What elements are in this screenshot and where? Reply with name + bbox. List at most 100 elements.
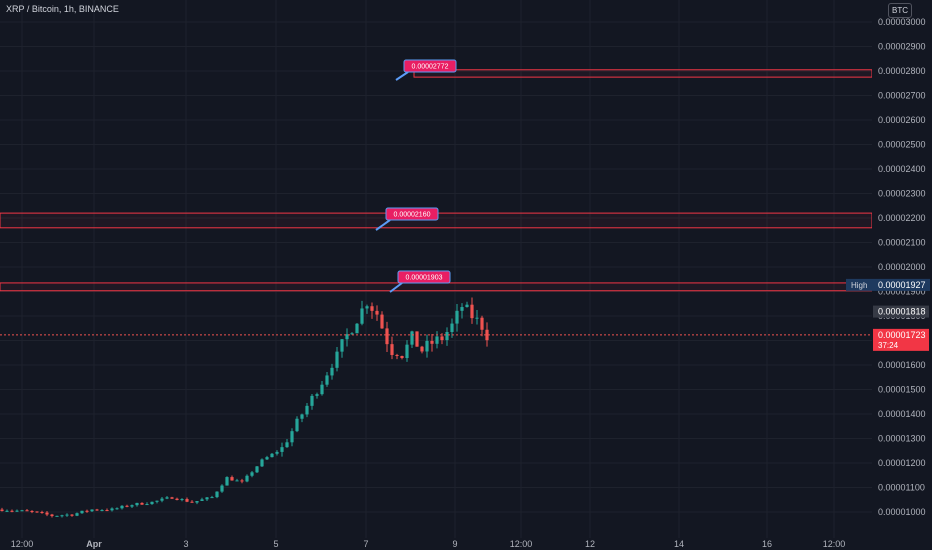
price-tick-label: 0.00002800 [878, 66, 926, 76]
candle-body [55, 515, 59, 517]
callout-layer: 0.00002772 0.00002160 0.00001903 [0, 59, 872, 336]
candle-body [200, 499, 204, 502]
price-tick-label: 0.00001300 [878, 434, 926, 444]
candle-body [265, 457, 269, 460]
time-tick-label: 12 [585, 539, 595, 549]
candle-body [310, 395, 314, 406]
time-tick-label: 9 [452, 539, 457, 549]
candle-body [475, 317, 479, 319]
candle-body [425, 340, 429, 352]
candle-body [65, 514, 69, 516]
candle-body [115, 508, 119, 510]
candle-body [290, 431, 294, 443]
candle-body [320, 384, 324, 395]
candle-body [345, 334, 349, 340]
price-tick-label: 0.00002900 [878, 42, 926, 52]
candle-body [100, 510, 104, 512]
candle-body [90, 509, 94, 512]
candle-body [35, 511, 39, 513]
candle-body [420, 346, 424, 352]
high-badge [846, 278, 930, 291]
callout-pointer [375, 219, 391, 231]
time-tick-label: 16 [762, 539, 772, 549]
price-tick-label: 0.00001000 [878, 507, 926, 517]
callout-box [385, 207, 439, 221]
candle-body [465, 304, 469, 308]
candle-body [10, 510, 14, 512]
candle-body [130, 505, 134, 507]
currency-button[interactable]: BTC [888, 3, 912, 18]
candle-body [385, 328, 389, 345]
candle-body [305, 405, 309, 415]
candle-body [325, 375, 329, 385]
candle-body [150, 501, 154, 505]
price-tick-label: 0.00002700 [878, 91, 926, 101]
candle-body [50, 514, 54, 517]
time-tick-label: 3 [183, 539, 188, 549]
candle-body [280, 447, 284, 452]
high-label: High [851, 281, 867, 290]
candle-body [440, 336, 444, 341]
price-tick-label: 0.00002200 [878, 213, 926, 223]
price-tick-label: 0.00002400 [878, 164, 926, 174]
candle-body [235, 480, 239, 482]
candle-body [110, 508, 114, 511]
candle-body [165, 497, 169, 499]
candle-body [95, 509, 99, 511]
candle-body [400, 355, 404, 359]
candle-body [375, 310, 379, 315]
candle-body [410, 331, 414, 345]
candle-body [25, 510, 29, 512]
price-tick-label: 0.00002500 [878, 140, 926, 150]
time-tick-label: Apr [86, 539, 102, 549]
time-tick-label: 12:00 [11, 539, 34, 549]
price-axis-background [872, 0, 932, 550]
candle-body [185, 499, 189, 502]
time-axis-background [0, 538, 872, 550]
candle-body [315, 394, 319, 396]
candle-body [285, 442, 289, 448]
price-tick-label: 0.00002000 [878, 262, 926, 272]
candle-body [215, 491, 219, 498]
candle-body [480, 317, 484, 330]
candle-body [430, 340, 434, 344]
price-tick-label: 0.00001500 [878, 385, 926, 395]
candle-body [330, 367, 334, 376]
candle-body [220, 485, 224, 492]
bar-countdown: 37:24 [878, 341, 899, 350]
current-price-badge [873, 328, 929, 351]
candle-body [40, 512, 44, 514]
candle-body [300, 414, 304, 419]
candle-body [350, 333, 354, 335]
key-level-layer [0, 69, 873, 292]
candle-body [15, 510, 19, 512]
candle-body [205, 497, 209, 500]
time-tick-label: 14 [674, 539, 684, 549]
price-tick-label: 0.00001200 [878, 458, 926, 468]
symbol-title[interactable]: XRP / Bitcoin, 1h, BINANCE [6, 4, 119, 14]
high-value: 0.00001927 [878, 280, 926, 290]
callout-pointer [389, 282, 403, 293]
candle-body [140, 502, 144, 505]
candle-body [125, 505, 129, 507]
candle-body [210, 497, 214, 499]
candle-body [435, 336, 439, 344]
candle-body [120, 505, 124, 509]
time-tick-label: 7 [363, 539, 368, 549]
candle-body [390, 344, 394, 355]
candle-body [260, 459, 264, 467]
candle-body [270, 453, 274, 458]
callout-label: 0.00001903 [406, 275, 443, 282]
callout-box [403, 59, 457, 73]
last-close-badge [873, 305, 929, 318]
candle-body [175, 498, 179, 500]
candle-body [195, 501, 199, 503]
candle-body [380, 314, 384, 329]
candle-body [155, 500, 159, 502]
candle-body [5, 510, 9, 512]
callout-pointer [395, 71, 409, 81]
candle-body [245, 475, 249, 482]
callout-label: 0.00002160 [394, 212, 431, 219]
candle-body [240, 480, 244, 482]
